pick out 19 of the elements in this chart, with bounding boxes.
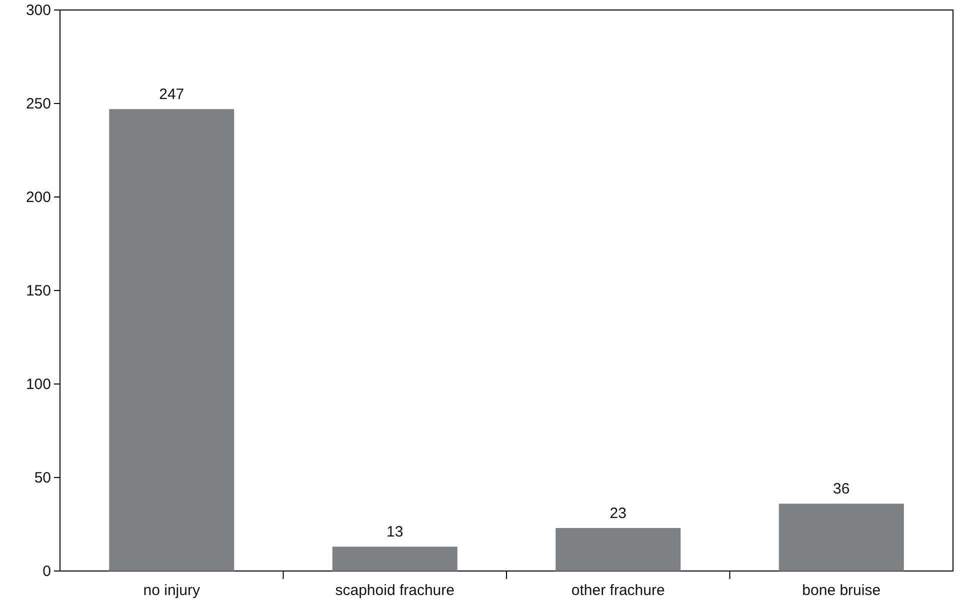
y-tick-label: 0: [42, 562, 51, 580]
data-label: 13: [386, 524, 404, 541]
y-tick-label: 200: [26, 188, 51, 206]
x-tick-label: other frachure: [571, 582, 665, 599]
y-tick-label: 300: [26, 2, 51, 19]
bar: [778, 504, 904, 571]
y-tick-label: 150: [26, 282, 51, 300]
x-tick-label: no injury: [143, 582, 200, 599]
y-tick-label: 100: [26, 376, 51, 393]
bar: [109, 109, 234, 571]
x-tick-label: bone bruise: [802, 582, 881, 599]
bar: [332, 546, 458, 571]
data-label: 36: [833, 480, 850, 498]
y-tick-label: 250: [26, 95, 51, 112]
x-tick-label: scaphoid frachure: [335, 582, 454, 599]
y-tick-label: 50: [34, 469, 51, 486]
data-label: 247: [159, 86, 184, 104]
bar: [556, 528, 681, 571]
data-label: 23: [610, 504, 626, 522]
